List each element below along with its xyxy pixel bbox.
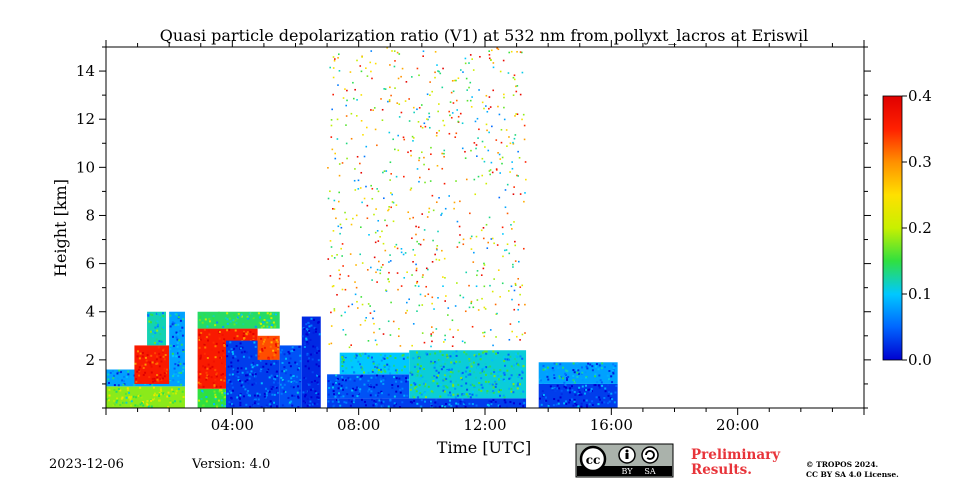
y-axis: 2 4 6 8 10 12 14: [76, 46, 871, 409]
y-tick-label: 6: [85, 255, 95, 273]
data-region-fill: [197, 311, 280, 329]
x-tick-label: 12:00: [463, 416, 506, 434]
date-label: 2023-12-06: [49, 457, 124, 472]
x-tick-label: 08:00: [337, 416, 380, 434]
data-region: [409, 350, 527, 399]
y-tick-label: 4: [85, 303, 95, 321]
preliminary-line-1: Preliminary: [691, 447, 781, 463]
data-region: [147, 311, 167, 346]
y-tick-label: 8: [85, 206, 95, 224]
chart-title: Quasi particle depolarization ratio (V1)…: [160, 26, 808, 45]
y-tick-label: 12: [76, 110, 95, 128]
copyright-notice: © TROPOS 2024. CC BY SA 4.0 License.: [806, 460, 899, 480]
colorbar-axis: 0.0 0.1 0.2 0.3 0.4: [902, 87, 932, 369]
colorbar-tick-label: 0.0: [908, 351, 932, 369]
data-region-fill: [147, 311, 167, 346]
version-label: Version: 4.0: [192, 457, 271, 472]
x-axis-label: Time [UTC]: [437, 438, 531, 457]
data-region: [301, 316, 321, 408]
data-region: [327, 374, 410, 399]
data-region: [134, 345, 170, 384]
data-region: [169, 311, 185, 380]
y-tick-label: 2: [85, 351, 95, 369]
y-axis-label: Height [km]: [51, 179, 70, 277]
y-tick-label: 10: [76, 158, 95, 176]
preliminary-notice: Preliminary Results.: [691, 448, 780, 478]
cc-icon: [579, 445, 607, 473]
cc-sa-label: SA: [644, 467, 655, 476]
svg-text:cc: cc: [586, 453, 601, 467]
x-axis: 04:00 08:00 12:00 16:00 20:00: [105, 40, 865, 434]
data-region: [538, 383, 618, 408]
data-region: [257, 335, 280, 360]
preliminary-line-2: Results.: [691, 462, 752, 478]
x-tick-label: 20:00: [716, 416, 759, 434]
y-tick-label: 14: [76, 62, 95, 80]
cc-license-badge: cc BY SA: [575, 443, 674, 478]
cc-by-label: BY: [621, 467, 633, 476]
data-region: [197, 311, 280, 329]
data-regions-layer: [106, 311, 618, 408]
data-region-fill: [327, 398, 527, 408]
colorbar-tick-label: 0.4: [908, 87, 932, 105]
colorbar: [882, 95, 903, 361]
colorbar-tick-label: 0.3: [908, 153, 932, 171]
colorbar-tick-label: 0.2: [908, 219, 932, 237]
copyright-line-1: © TROPOS 2024.: [806, 460, 879, 469]
copyright-line-2: CC BY SA 4.0 License.: [806, 470, 899, 479]
data-region: [327, 398, 527, 408]
x-tick-label: 16:00: [590, 416, 633, 434]
data-region: [339, 352, 410, 375]
x-tick-label: 04:00: [211, 416, 254, 434]
data-region: [538, 362, 618, 384]
data-region: [106, 386, 185, 408]
data-noise-layer: [327, 47, 527, 349]
plot-area: [106, 47, 618, 408]
data-region: [279, 345, 302, 408]
share-alike-icon: [641, 446, 659, 464]
colorbar-tick-label: 0.1: [908, 285, 932, 303]
